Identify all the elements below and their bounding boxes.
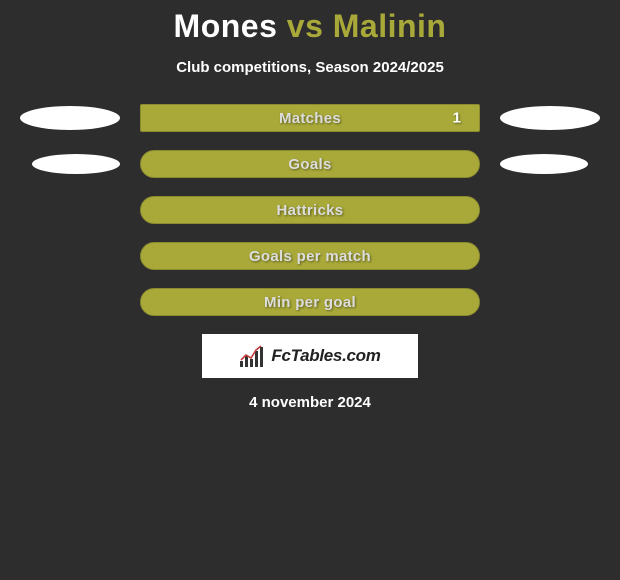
stat-value: 1: [453, 110, 461, 127]
footer-date: 4 november 2024: [0, 394, 620, 411]
left-ellipse: [32, 154, 120, 174]
stat-bar-matches: Matches 1: [140, 104, 480, 132]
stat-row-min-per-goal: Min per goal: [0, 288, 620, 316]
logo-text: FcTables.com: [271, 346, 380, 366]
player1-name: Mones: [174, 8, 278, 44]
player2-name: Malinin: [333, 8, 447, 44]
left-ellipse: [20, 106, 120, 130]
stat-row-hattricks: Hattricks: [0, 196, 620, 224]
vs-text: vs: [287, 8, 324, 44]
logo-chart-icon: [239, 345, 265, 367]
stat-label: Goals per match: [249, 248, 371, 265]
subtitle: Club competitions, Season 2024/2025: [0, 59, 620, 76]
fctables-logo: FcTables.com: [202, 334, 418, 378]
stat-bar-hattricks: Hattricks: [140, 196, 480, 224]
stat-bar-min-per-goal: Min per goal: [140, 288, 480, 316]
stat-row-matches: Matches 1: [0, 104, 620, 132]
stat-row-goals-per-match: Goals per match: [0, 242, 620, 270]
stat-row-goals: Goals: [0, 150, 620, 178]
stat-label: Min per goal: [264, 294, 356, 311]
stat-label: Goals: [288, 156, 331, 173]
stat-bar-goals: Goals: [140, 150, 480, 178]
right-ellipse: [500, 106, 600, 130]
stat-bar-goals-per-match: Goals per match: [140, 242, 480, 270]
stat-label: Hattricks: [277, 202, 344, 219]
stat-rows: Matches 1 Goals Hattricks Goals per matc…: [0, 104, 620, 316]
right-ellipse: [500, 154, 588, 174]
page-title: Mones vs Malinin: [0, 0, 620, 45]
stat-label: Matches: [279, 110, 341, 127]
